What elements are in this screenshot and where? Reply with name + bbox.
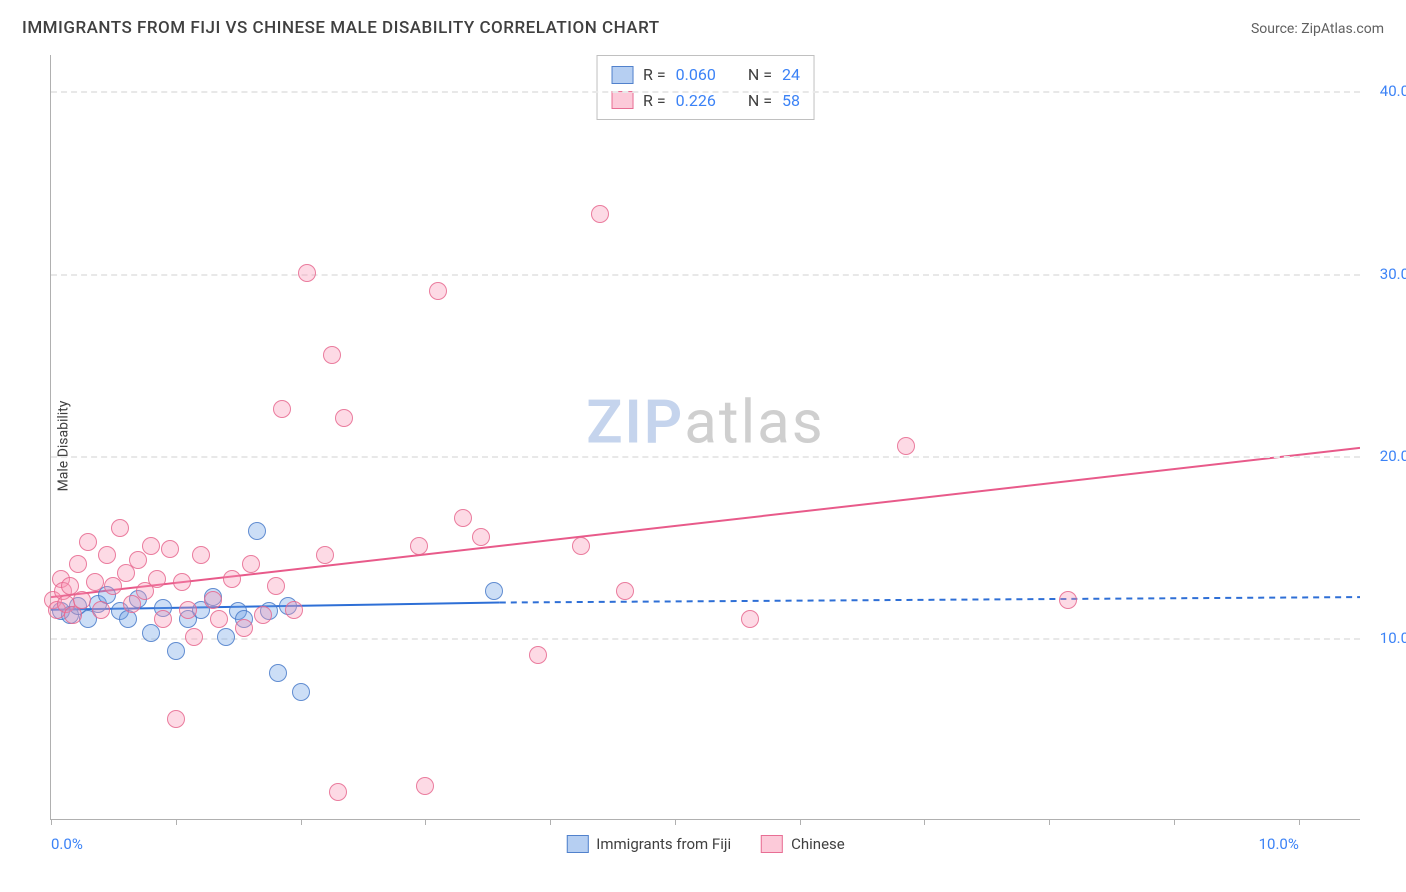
scatter-point-pink	[242, 555, 260, 573]
scatter-point-blue	[485, 582, 503, 600]
gridline	[51, 638, 1360, 640]
scatter-point-pink	[69, 555, 87, 573]
scatter-point-blue	[217, 628, 235, 646]
legend-r-label: R =	[643, 62, 666, 88]
scatter-point-pink	[454, 509, 472, 527]
x-tick	[1174, 819, 1175, 825]
watermark-zip: ZIP	[586, 386, 684, 457]
scatter-point-blue	[269, 664, 287, 682]
scatter-point-pink	[529, 646, 547, 664]
scatter-point-pink	[267, 577, 285, 595]
series-legend: Immigrants from Fiji Chinese	[566, 835, 844, 853]
scatter-point-blue	[167, 642, 185, 660]
scatter-point-pink	[235, 619, 253, 637]
legend-fiji-r: 0.060	[676, 62, 716, 88]
x-tick-label: 10.0%	[1259, 835, 1299, 853]
gridline	[51, 456, 1360, 458]
legend-label-fiji: Immigrants from Fiji	[596, 835, 731, 853]
scatter-point-pink	[416, 777, 434, 795]
scatter-point-pink	[192, 546, 210, 564]
x-tick	[1299, 819, 1300, 825]
swatch-fiji-bottom	[566, 835, 588, 853]
x-tick	[425, 819, 426, 825]
legend-row-fiji: R = 0.060 N = 24	[611, 62, 800, 88]
scatter-point-pink	[129, 551, 147, 569]
x-tick	[1049, 819, 1050, 825]
scatter-point-pink	[92, 601, 110, 619]
y-tick-label: 40.0%	[1380, 82, 1406, 100]
swatch-chinese-bottom	[761, 835, 783, 853]
scatter-point-pink	[73, 591, 91, 609]
trendline	[51, 448, 1360, 597]
swatch-chinese	[611, 91, 633, 109]
x-tick	[800, 819, 801, 825]
scatter-point-pink	[173, 573, 191, 591]
gridline	[51, 274, 1360, 276]
scatter-point-pink	[410, 537, 428, 555]
scatter-point-pink	[148, 570, 166, 588]
scatter-point-blue	[292, 683, 310, 701]
legend-n-label: N =	[748, 62, 772, 88]
chart-title: IMMIGRANTS FROM FIJI VS CHINESE MALE DIS…	[22, 18, 660, 38]
correlation-legend: R = 0.060 N = 24 R = 0.226 N = 58	[596, 55, 815, 120]
scatter-point-pink	[204, 591, 222, 609]
scatter-point-pink	[142, 537, 160, 555]
x-tick-label: 0.0%	[51, 835, 83, 853]
scatter-point-pink	[616, 582, 634, 600]
scatter-point-pink	[167, 710, 185, 728]
scatter-point-pink	[429, 282, 447, 300]
plot-area: ZIPatlas R = 0.060 N = 24 R = 0.226 N = …	[50, 55, 1360, 820]
watermark-atlas: atlas	[684, 386, 824, 457]
scatter-point-pink	[185, 628, 203, 646]
scatter-point-pink	[572, 537, 590, 555]
scatter-point-pink	[254, 606, 272, 624]
legend-label-chinese: Chinese	[791, 835, 845, 853]
y-tick-label: 20.0%	[1380, 447, 1406, 465]
scatter-point-pink	[285, 601, 303, 619]
scatter-point-pink	[591, 205, 609, 223]
scatter-point-pink	[741, 610, 759, 628]
chart-source: Source: ZipAtlas.com	[1251, 21, 1384, 37]
x-tick	[51, 819, 52, 825]
scatter-point-pink	[79, 533, 97, 551]
legend-item-chinese: Chinese	[761, 835, 845, 853]
scatter-point-pink	[179, 601, 197, 619]
gridline	[51, 91, 1360, 93]
scatter-point-blue	[248, 522, 266, 540]
scatter-point-pink	[111, 519, 129, 537]
watermark: ZIPatlas	[586, 386, 825, 457]
scatter-point-pink	[316, 546, 334, 564]
scatter-point-pink	[897, 437, 915, 455]
x-tick	[675, 819, 676, 825]
chart-header: IMMIGRANTS FROM FIJI VS CHINESE MALE DIS…	[22, 18, 1384, 38]
scatter-point-pink	[161, 540, 179, 558]
scatter-point-pink	[86, 573, 104, 591]
x-tick	[176, 819, 177, 825]
scatter-point-pink	[329, 783, 347, 801]
x-tick	[550, 819, 551, 825]
x-tick	[301, 819, 302, 825]
legend-fiji-n: 24	[782, 62, 800, 88]
y-tick-label: 10.0%	[1380, 629, 1406, 647]
scatter-point-pink	[98, 546, 116, 564]
scatter-point-pink	[273, 400, 291, 418]
trendlines-svg	[51, 55, 1360, 819]
swatch-fiji	[611, 66, 633, 84]
y-tick-label: 30.0%	[1380, 265, 1406, 283]
x-tick	[924, 819, 925, 825]
scatter-point-pink	[298, 264, 316, 282]
legend-item-fiji: Immigrants from Fiji	[566, 835, 731, 853]
scatter-point-pink	[472, 528, 490, 546]
scatter-point-blue	[142, 624, 160, 642]
scatter-point-pink	[210, 610, 228, 628]
scatter-point-pink	[323, 346, 341, 364]
scatter-point-pink	[1059, 591, 1077, 609]
scatter-point-pink	[154, 610, 172, 628]
scatter-point-pink	[223, 570, 241, 588]
scatter-point-pink	[335, 409, 353, 427]
